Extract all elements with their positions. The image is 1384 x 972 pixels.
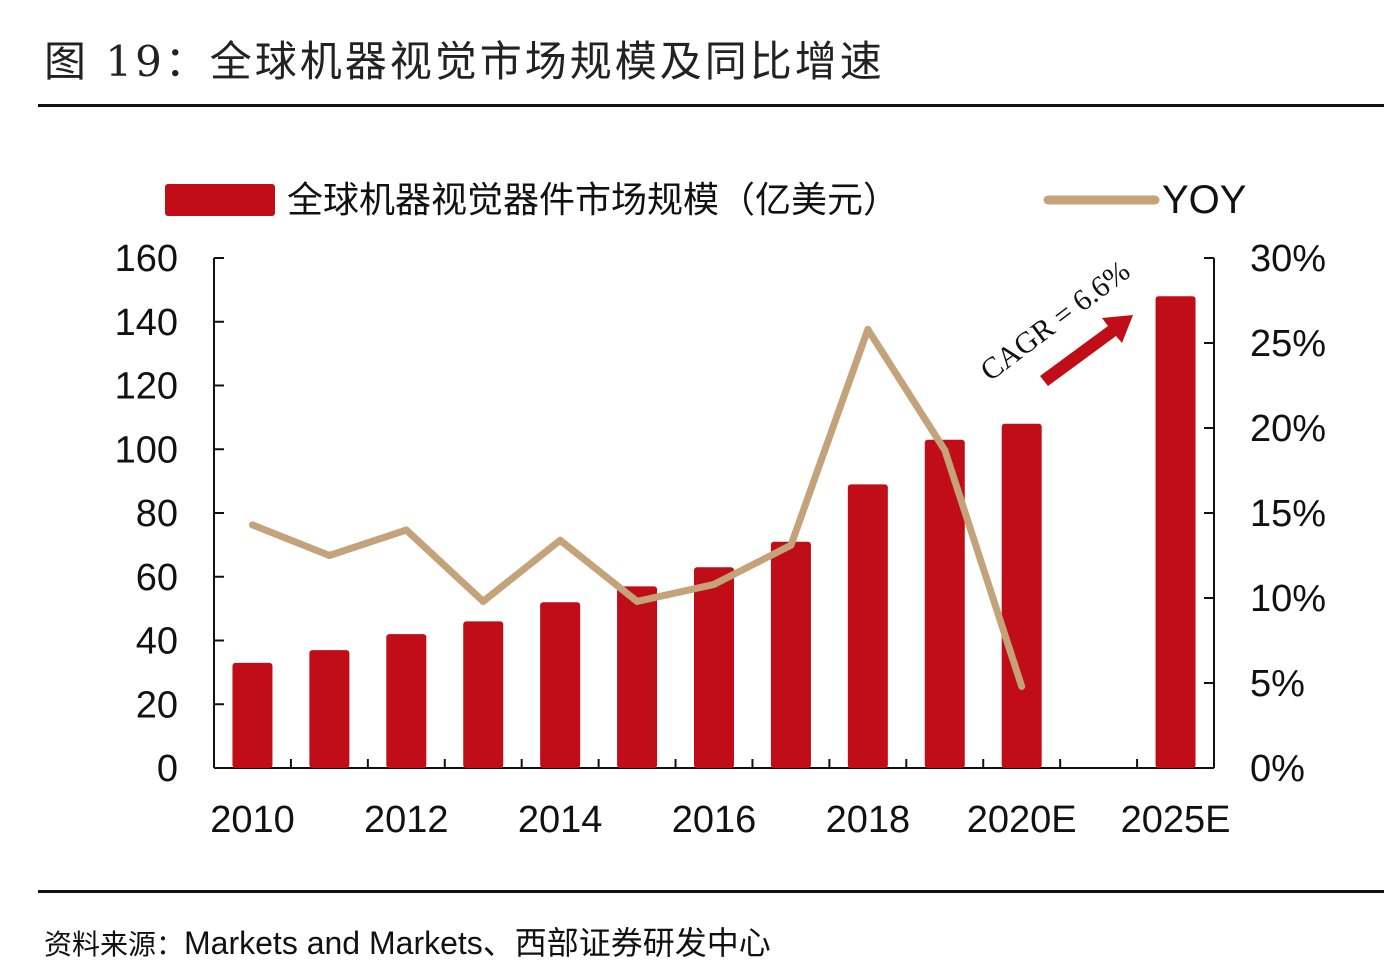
y-right-tick-label: 5% xyxy=(1250,663,1305,705)
bar-2012 xyxy=(386,634,427,768)
bar-2013 xyxy=(463,621,504,768)
y-right-tick-label: 20% xyxy=(1250,408,1326,450)
yoy-point-2013 xyxy=(479,597,487,605)
y-right-tick-label: 30% xyxy=(1250,238,1326,280)
y-right-tick-label: 10% xyxy=(1250,578,1326,620)
bar-2018 xyxy=(847,484,888,768)
yoy-point-2020E xyxy=(1018,682,1026,690)
y-left-tick-label: 120 xyxy=(115,366,178,408)
y-left-tick-label: 100 xyxy=(115,429,178,471)
bar-2011 xyxy=(309,650,350,768)
y-left-tick-label: 60 xyxy=(136,557,178,599)
y-left-tick-label: 80 xyxy=(136,493,178,535)
figure-title: 图 19：全球机器视觉市场规模及同比增速 xyxy=(44,37,885,86)
source-note: 资料来源：Markets and Markets、西部证券研发中心 xyxy=(44,918,771,964)
bar-2014 xyxy=(540,602,581,768)
y-right-tick-label: 0% xyxy=(1250,748,1305,790)
bar-2020E xyxy=(1001,423,1042,768)
legend: 全球机器视觉器件市场规模（亿美元） YOY xyxy=(165,178,1246,222)
x-tick-label: 2018 xyxy=(826,799,911,841)
y-left-tick-label: 20 xyxy=(136,684,178,726)
legend-line-label: YOY xyxy=(1162,178,1246,222)
yoy-point-2014 xyxy=(556,536,564,544)
top-rule xyxy=(38,104,1384,107)
bar-2016 xyxy=(694,567,734,768)
yoy-point-2019 xyxy=(941,446,949,454)
bar-2015 xyxy=(617,586,658,768)
x-tick-label: 2014 xyxy=(518,799,603,841)
x-tick-label: 2012 xyxy=(364,799,449,841)
x-tick-label: 2020E xyxy=(967,799,1077,841)
y-left-tick-label: 40 xyxy=(136,621,178,663)
source-text: Markets and Markets、西部证券研发中心 xyxy=(184,925,771,961)
yoy-point-2012 xyxy=(402,526,410,534)
x-tick-label: 2025E xyxy=(1121,799,1231,841)
bar-2025E xyxy=(1155,296,1196,768)
y-right-tick-label: 15% xyxy=(1250,493,1326,535)
yoy-point-2016 xyxy=(710,580,718,588)
x-tick-label: 2016 xyxy=(672,799,757,841)
yoy-point-2015 xyxy=(633,597,641,605)
legend-bar-label: 全球机器视觉器件市场规模（亿美元） xyxy=(287,180,899,221)
yoy-point-2010 xyxy=(248,521,256,529)
source-label: 资料来源： xyxy=(44,928,185,961)
bar-2017 xyxy=(770,541,811,768)
yoy-point-2011 xyxy=(325,552,333,559)
bar-2019 xyxy=(924,439,965,768)
y-right-tick-label: 25% xyxy=(1250,323,1326,365)
y-left-tick-label: 140 xyxy=(115,302,178,344)
x-tick-label: 2010 xyxy=(210,799,295,841)
legend-bar-swatch xyxy=(165,184,275,216)
y-left-tick-label: 160 xyxy=(115,238,178,280)
cagr-annotation: CAGR = 6.6% xyxy=(974,254,1136,387)
cagr-arrow xyxy=(1040,315,1133,386)
bar-2010 xyxy=(232,662,273,768)
bottom-rule xyxy=(38,890,1384,893)
yoy-point-2018 xyxy=(864,325,872,333)
y-left-tick-label: 0 xyxy=(157,748,178,790)
yoy-point-2017 xyxy=(787,541,795,549)
